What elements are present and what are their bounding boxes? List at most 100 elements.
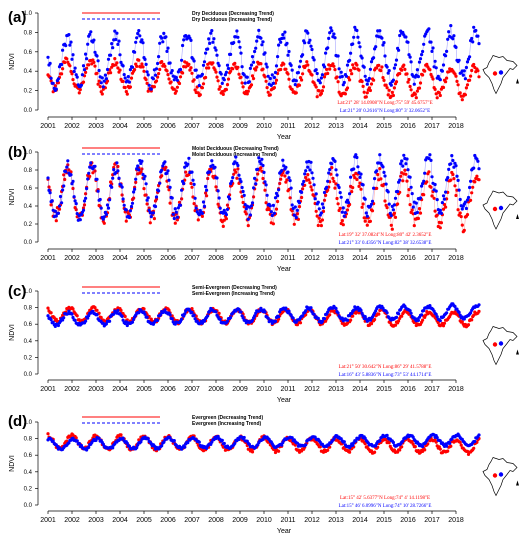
data-point [265, 193, 269, 197]
legend-label: Dry Deciduous (Increasing Trend) [192, 17, 272, 23]
data-point [431, 77, 435, 81]
x-tick-label: 2003 [88, 517, 104, 524]
data-point [215, 75, 219, 79]
data-point [237, 40, 241, 44]
data-point [362, 65, 366, 69]
data-point [290, 87, 294, 92]
data-point [105, 203, 110, 207]
data-point [469, 311, 473, 315]
data-point [166, 46, 170, 50]
data-point [326, 71, 330, 76]
legend-label: Evergreen (Increasing Trend) [192, 421, 262, 427]
data-point [117, 176, 121, 180]
data-point [256, 172, 260, 176]
data-point [101, 85, 105, 89]
data-point [322, 190, 327, 195]
data-point [366, 79, 370, 83]
data-point [383, 199, 387, 203]
data-point [171, 212, 175, 216]
data-point [444, 54, 448, 58]
data-point [368, 67, 372, 71]
data-point [135, 446, 139, 450]
data-point [109, 71, 113, 75]
series-points [46, 432, 481, 452]
data-point [115, 31, 119, 35]
data-point [335, 75, 339, 79]
data-point [354, 439, 358, 443]
data-point [338, 191, 342, 195]
data-point [458, 91, 462, 95]
data-point [133, 68, 137, 72]
data-point [145, 198, 149, 202]
data-point [455, 79, 459, 83]
data-point [457, 58, 461, 62]
data-point [211, 61, 215, 65]
data-point [89, 161, 93, 165]
data-point [82, 68, 87, 72]
data-point [435, 315, 439, 319]
data-point [156, 61, 160, 66]
data-point [433, 209, 437, 213]
data-point [263, 51, 267, 55]
data-point [246, 224, 250, 228]
data-point [309, 160, 313, 164]
data-point [469, 179, 473, 183]
data-point [459, 443, 463, 447]
data-point [385, 433, 389, 437]
x-tick-label: 2003 [88, 255, 104, 262]
data-point [266, 316, 270, 320]
data-point [200, 72, 204, 76]
data-point [115, 161, 119, 165]
data-point [166, 73, 170, 77]
data-point [438, 78, 442, 82]
data-point [137, 168, 141, 172]
data-point [145, 202, 149, 206]
data-point [334, 306, 338, 311]
data-point [56, 77, 61, 81]
data-point [174, 210, 178, 214]
data-point [315, 71, 319, 76]
data-point [314, 209, 318, 213]
data-point [216, 79, 220, 83]
data-point [374, 45, 378, 49]
data-point [263, 310, 267, 314]
data-point [343, 92, 347, 96]
data-point [407, 188, 411, 192]
data-point [247, 80, 251, 84]
data-point [249, 83, 254, 87]
data-point [242, 193, 246, 197]
data-point [74, 73, 78, 77]
data-point [463, 200, 467, 204]
data-point [60, 72, 64, 76]
data-point [345, 63, 350, 67]
data-point [401, 179, 405, 183]
data-point [391, 78, 395, 82]
data-point [477, 167, 481, 171]
data-point [140, 62, 144, 66]
data-point [314, 68, 318, 72]
data-point [273, 196, 278, 200]
data-point [121, 79, 125, 83]
data-point [102, 79, 106, 83]
data-point [427, 27, 431, 31]
x-tick-label: 2006 [160, 386, 176, 393]
x-tick-label: 2007 [184, 255, 200, 262]
data-point [159, 312, 163, 317]
data-point [146, 196, 150, 200]
data-point [442, 202, 447, 207]
y-tick-label: 0.0 [24, 372, 33, 378]
data-point [67, 309, 71, 313]
data-point [440, 69, 444, 73]
data-point [188, 68, 192, 72]
data-point [143, 174, 147, 178]
data-point [476, 159, 480, 163]
data-point [250, 450, 255, 454]
data-point [346, 201, 351, 205]
data-point [416, 318, 420, 322]
data-point [396, 202, 400, 206]
data-point [180, 58, 184, 62]
data-point [410, 192, 414, 196]
data-point [351, 63, 355, 67]
data-point [193, 317, 197, 321]
data-point [435, 96, 439, 100]
